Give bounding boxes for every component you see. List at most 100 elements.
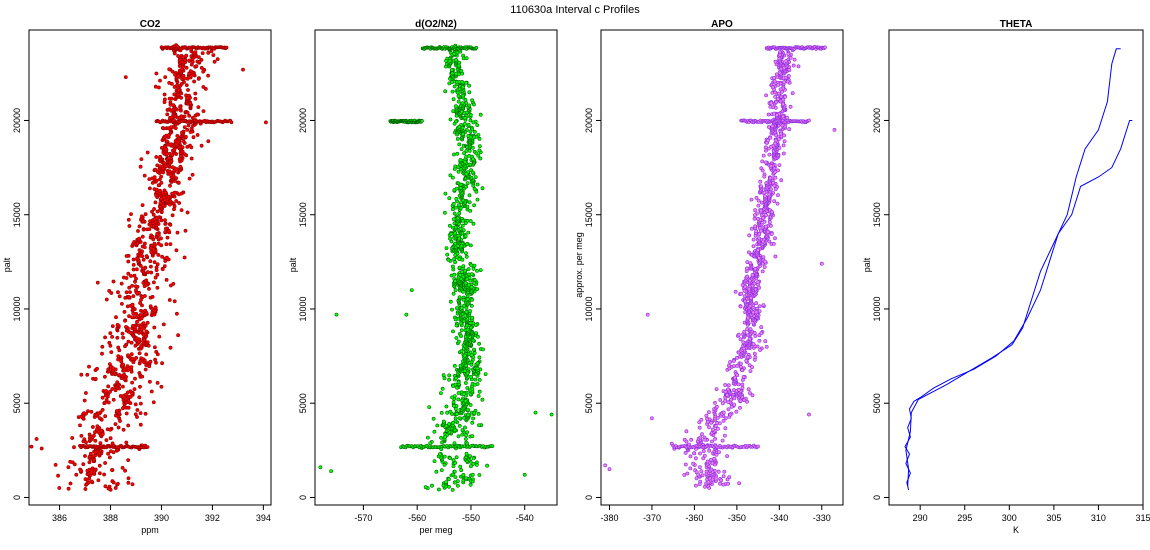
panel-co2-ytick-label: 20000 — [12, 108, 22, 133]
scatter-point — [178, 108, 183, 113]
scatter-point — [206, 51, 211, 55]
scatter-point — [721, 418, 726, 423]
scatter-point — [474, 462, 479, 467]
scatter-point — [124, 440, 129, 445]
outlier-point — [404, 312, 409, 317]
scatter-point — [697, 420, 702, 425]
scatter-point — [785, 79, 790, 84]
scatter-point — [211, 53, 216, 58]
scatter-point — [93, 376, 98, 381]
scatter-point — [452, 363, 457, 368]
scatter-point — [472, 129, 477, 134]
scatter-point — [762, 174, 767, 179]
outlier-point — [329, 469, 334, 474]
scatter-point — [193, 50, 198, 55]
scatter-point — [167, 156, 172, 160]
scatter-point — [468, 219, 473, 223]
scatter-point — [459, 334, 463, 339]
scatter-point — [185, 127, 190, 132]
scatter-point — [460, 131, 465, 136]
scatter-point — [753, 213, 757, 218]
scatter-point — [457, 265, 462, 270]
scatter-point — [190, 172, 195, 177]
scatter-point — [756, 216, 761, 221]
scatter-point — [176, 333, 181, 338]
scatter-point — [447, 223, 452, 228]
scatter-point — [449, 239, 454, 244]
scatter-point — [132, 240, 137, 244]
scatter-point — [448, 299, 453, 304]
scatter-point — [113, 486, 118, 490]
scatter-point — [715, 415, 720, 420]
scatter-point — [181, 55, 186, 60]
scatter-point — [163, 259, 168, 263]
panel-co2-xtick-label: 386 — [52, 513, 67, 523]
scatter-point — [152, 207, 157, 211]
scatter-point — [788, 104, 793, 109]
scatter-point — [134, 355, 139, 360]
scatter-point — [164, 242, 169, 247]
outlier-point — [549, 412, 554, 417]
scatter-point — [457, 124, 462, 129]
scatter-point — [468, 464, 473, 469]
scatter-point — [718, 481, 722, 486]
scatter-point — [778, 87, 783, 92]
scatter-point — [763, 339, 768, 344]
scatter-point — [203, 87, 208, 91]
scatter-point — [107, 288, 112, 293]
scatter-point — [688, 466, 693, 471]
scatter-point — [446, 257, 451, 262]
outlier-point — [603, 463, 608, 468]
scatter-point — [467, 148, 472, 153]
scatter-point — [144, 352, 149, 357]
scatter-point — [726, 400, 731, 405]
scatter-point — [468, 243, 473, 248]
scatter-point — [156, 241, 161, 246]
scatter-point — [458, 464, 463, 469]
scatter-point — [92, 433, 96, 438]
scatter-point — [464, 184, 469, 189]
scatter-point — [744, 358, 749, 363]
scatter-point — [471, 102, 476, 107]
scatter-point — [748, 327, 753, 332]
scatter-point — [187, 176, 192, 181]
scatter-point — [100, 344, 105, 349]
scatter-point — [769, 164, 773, 168]
scatter-point — [148, 246, 153, 251]
scatter-point — [139, 316, 144, 321]
scatter-point — [477, 355, 482, 360]
panel-apo-xtick-label: -340 — [770, 513, 788, 523]
scatter-point — [102, 472, 107, 477]
scatter-point — [470, 387, 475, 392]
scatter-point — [168, 345, 173, 350]
scatter-point — [144, 329, 149, 334]
scatter-point — [106, 400, 111, 405]
scatter-point — [448, 236, 452, 241]
scatter-point — [131, 311, 136, 316]
scatter-point — [138, 313, 143, 317]
scatter-point — [747, 233, 752, 238]
scatter-point — [127, 224, 132, 228]
scatter-point — [180, 67, 185, 72]
scatter-point — [462, 353, 467, 358]
scatter-point — [116, 425, 121, 430]
scatter-point — [456, 339, 461, 344]
scatter-point — [152, 345, 157, 350]
outlier-point — [533, 410, 538, 415]
scatter-point — [459, 468, 464, 473]
scatter-point — [463, 159, 468, 164]
scatter-point — [467, 83, 472, 88]
scatter-point — [181, 129, 186, 134]
scatter-point — [448, 117, 453, 122]
scatter-point — [106, 451, 111, 456]
scatter-point — [453, 104, 458, 109]
scatter-point — [85, 372, 90, 377]
scatter-point — [123, 295, 128, 300]
scatter-point — [778, 52, 782, 57]
scatter-point — [157, 177, 162, 182]
scatter-point — [158, 188, 163, 193]
scatter-point — [475, 366, 480, 371]
level-band-point — [474, 45, 479, 50]
scatter-point — [152, 260, 157, 265]
scatter-point — [151, 400, 156, 405]
